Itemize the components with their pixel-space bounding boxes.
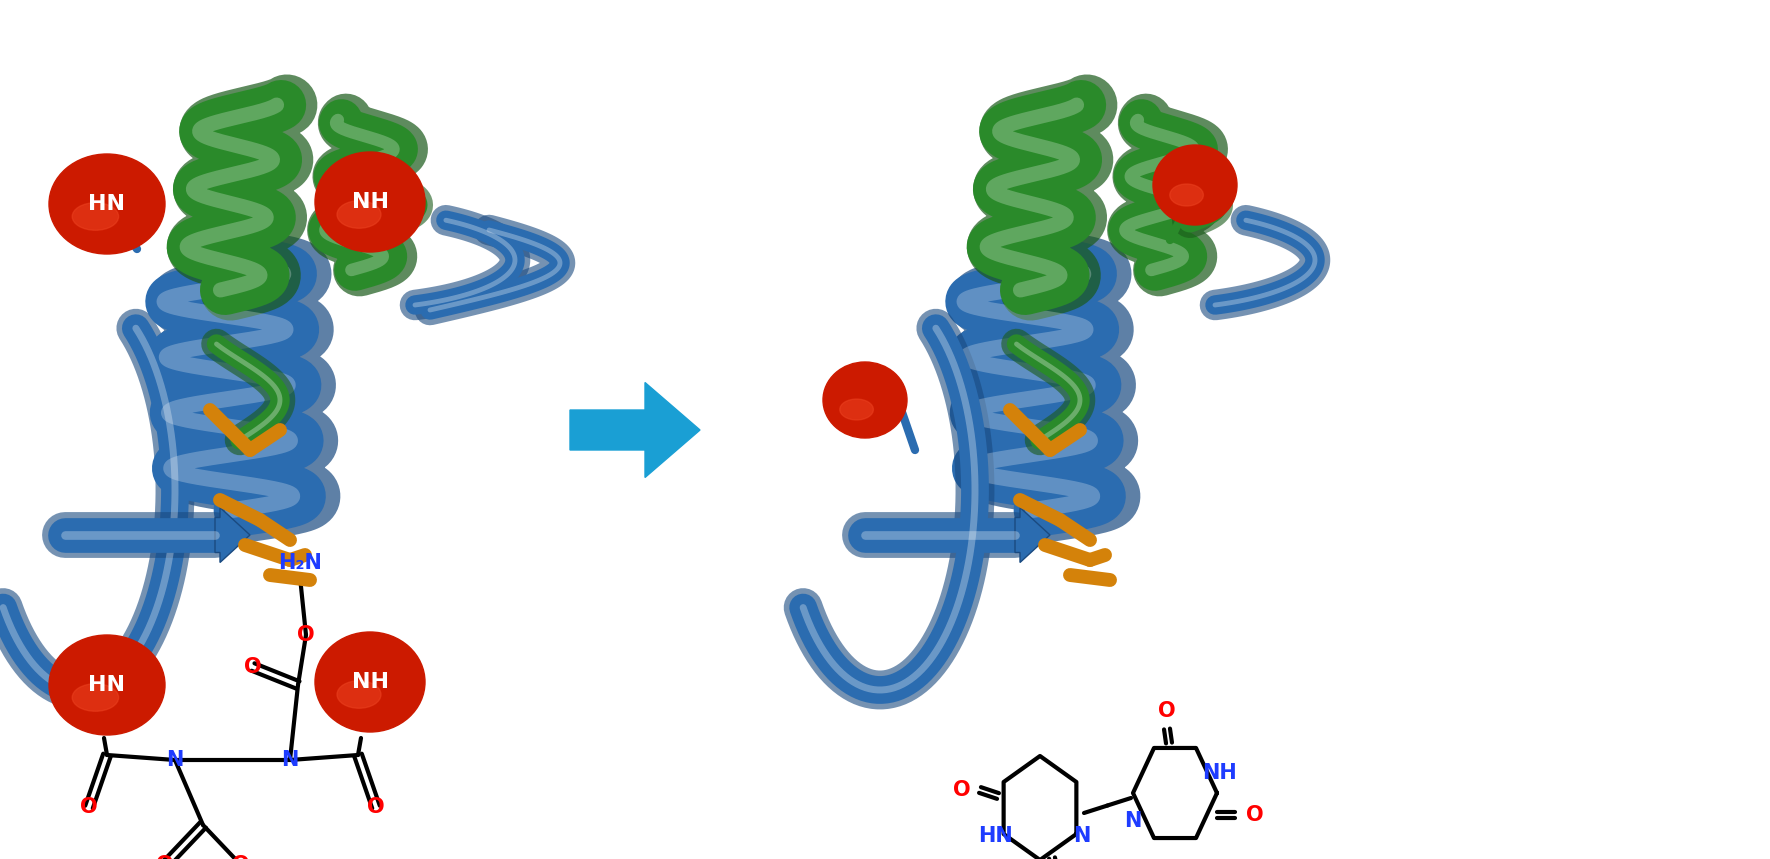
Ellipse shape (315, 152, 425, 252)
Text: N: N (1124, 811, 1142, 831)
Text: O: O (232, 855, 250, 859)
Ellipse shape (336, 201, 381, 228)
Text: N: N (166, 750, 184, 770)
Text: HN: HN (979, 826, 1014, 846)
FancyArrow shape (570, 382, 699, 478)
Ellipse shape (50, 154, 165, 254)
Ellipse shape (73, 203, 119, 230)
Text: HN: HN (88, 194, 126, 214)
Text: O: O (954, 780, 970, 800)
Text: NH: NH (352, 192, 388, 212)
Ellipse shape (1152, 145, 1237, 225)
Text: NH: NH (352, 672, 388, 692)
Ellipse shape (839, 399, 873, 420)
Ellipse shape (315, 632, 425, 732)
Ellipse shape (73, 684, 119, 711)
Ellipse shape (823, 362, 906, 438)
Text: N: N (1073, 826, 1090, 846)
Text: O: O (80, 797, 97, 817)
Ellipse shape (1170, 184, 1204, 206)
Text: O: O (1158, 701, 1175, 721)
Text: H₂N: H₂N (278, 553, 322, 573)
Ellipse shape (50, 635, 165, 735)
Text: O: O (156, 855, 173, 859)
Text: O: O (244, 657, 262, 677)
Text: O: O (297, 625, 315, 645)
Text: N: N (281, 750, 299, 770)
Text: O: O (1246, 805, 1264, 825)
Ellipse shape (336, 680, 381, 709)
Text: O: O (366, 797, 384, 817)
Text: NH: NH (1202, 763, 1237, 783)
FancyArrow shape (214, 508, 250, 563)
FancyArrow shape (1014, 508, 1050, 563)
Text: HN: HN (88, 675, 126, 695)
